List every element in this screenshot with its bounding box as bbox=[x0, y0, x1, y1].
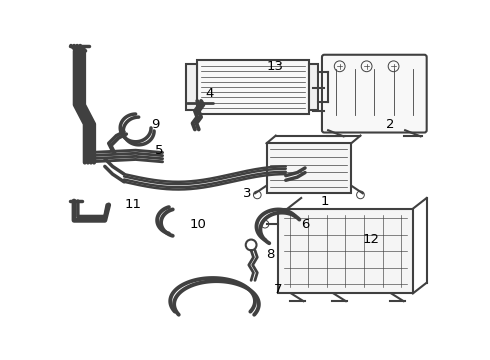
Text: 11: 11 bbox=[124, 198, 141, 211]
Text: 7: 7 bbox=[274, 283, 283, 296]
Text: 4: 4 bbox=[205, 87, 213, 100]
Text: 12: 12 bbox=[363, 233, 380, 246]
Bar bbox=[278, 209, 413, 293]
Text: 5: 5 bbox=[155, 144, 163, 157]
Bar bbox=[309, 64, 318, 110]
Text: 9: 9 bbox=[151, 118, 159, 131]
Text: 8: 8 bbox=[267, 248, 275, 261]
Bar bbox=[267, 143, 351, 193]
Text: 2: 2 bbox=[386, 118, 394, 131]
Text: 3: 3 bbox=[244, 187, 252, 200]
Text: 10: 10 bbox=[190, 218, 206, 231]
Bar bbox=[186, 64, 197, 110]
Text: 1: 1 bbox=[320, 194, 329, 208]
Text: 6: 6 bbox=[301, 218, 310, 231]
Bar bbox=[197, 60, 309, 114]
FancyBboxPatch shape bbox=[322, 55, 427, 132]
Text: 13: 13 bbox=[267, 60, 284, 73]
